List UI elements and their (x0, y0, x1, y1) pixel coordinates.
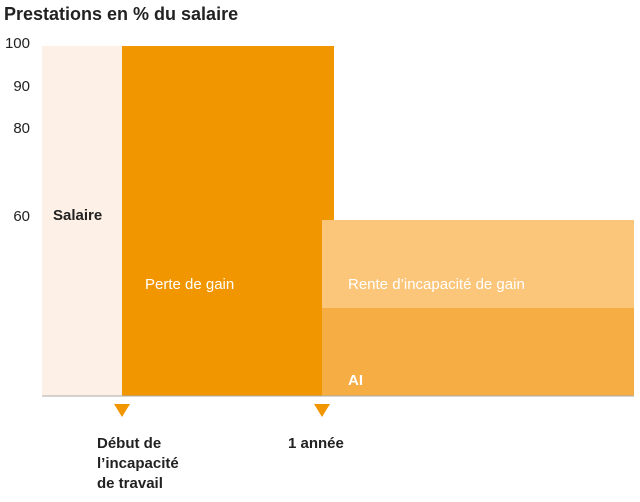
region-label: Perte de gain (145, 276, 234, 293)
region-label: AI (348, 372, 363, 389)
disability-pension-region (322, 220, 634, 308)
y-tick-label: 100 (5, 35, 30, 52)
title: Prestations en % du salaire (4, 4, 238, 24)
y-tick-label: 60 (13, 208, 30, 225)
ai-region (322, 308, 634, 396)
milestone-label: de travail (97, 475, 163, 492)
loss-of-earnings-region (122, 46, 334, 396)
salary-region (42, 46, 122, 396)
milestone-marker (314, 404, 330, 417)
region-label: Salaire (53, 207, 102, 224)
region-label: Rente d’incapacité de gain (348, 276, 525, 293)
milestone-label: l’incapacité (97, 455, 179, 472)
milestone-label: Début de (97, 435, 161, 452)
milestone-marker (114, 404, 130, 417)
milestone-label: 1 année (288, 435, 344, 452)
y-tick-label: 80 (13, 120, 30, 137)
y-tick-label: 90 (13, 78, 30, 95)
